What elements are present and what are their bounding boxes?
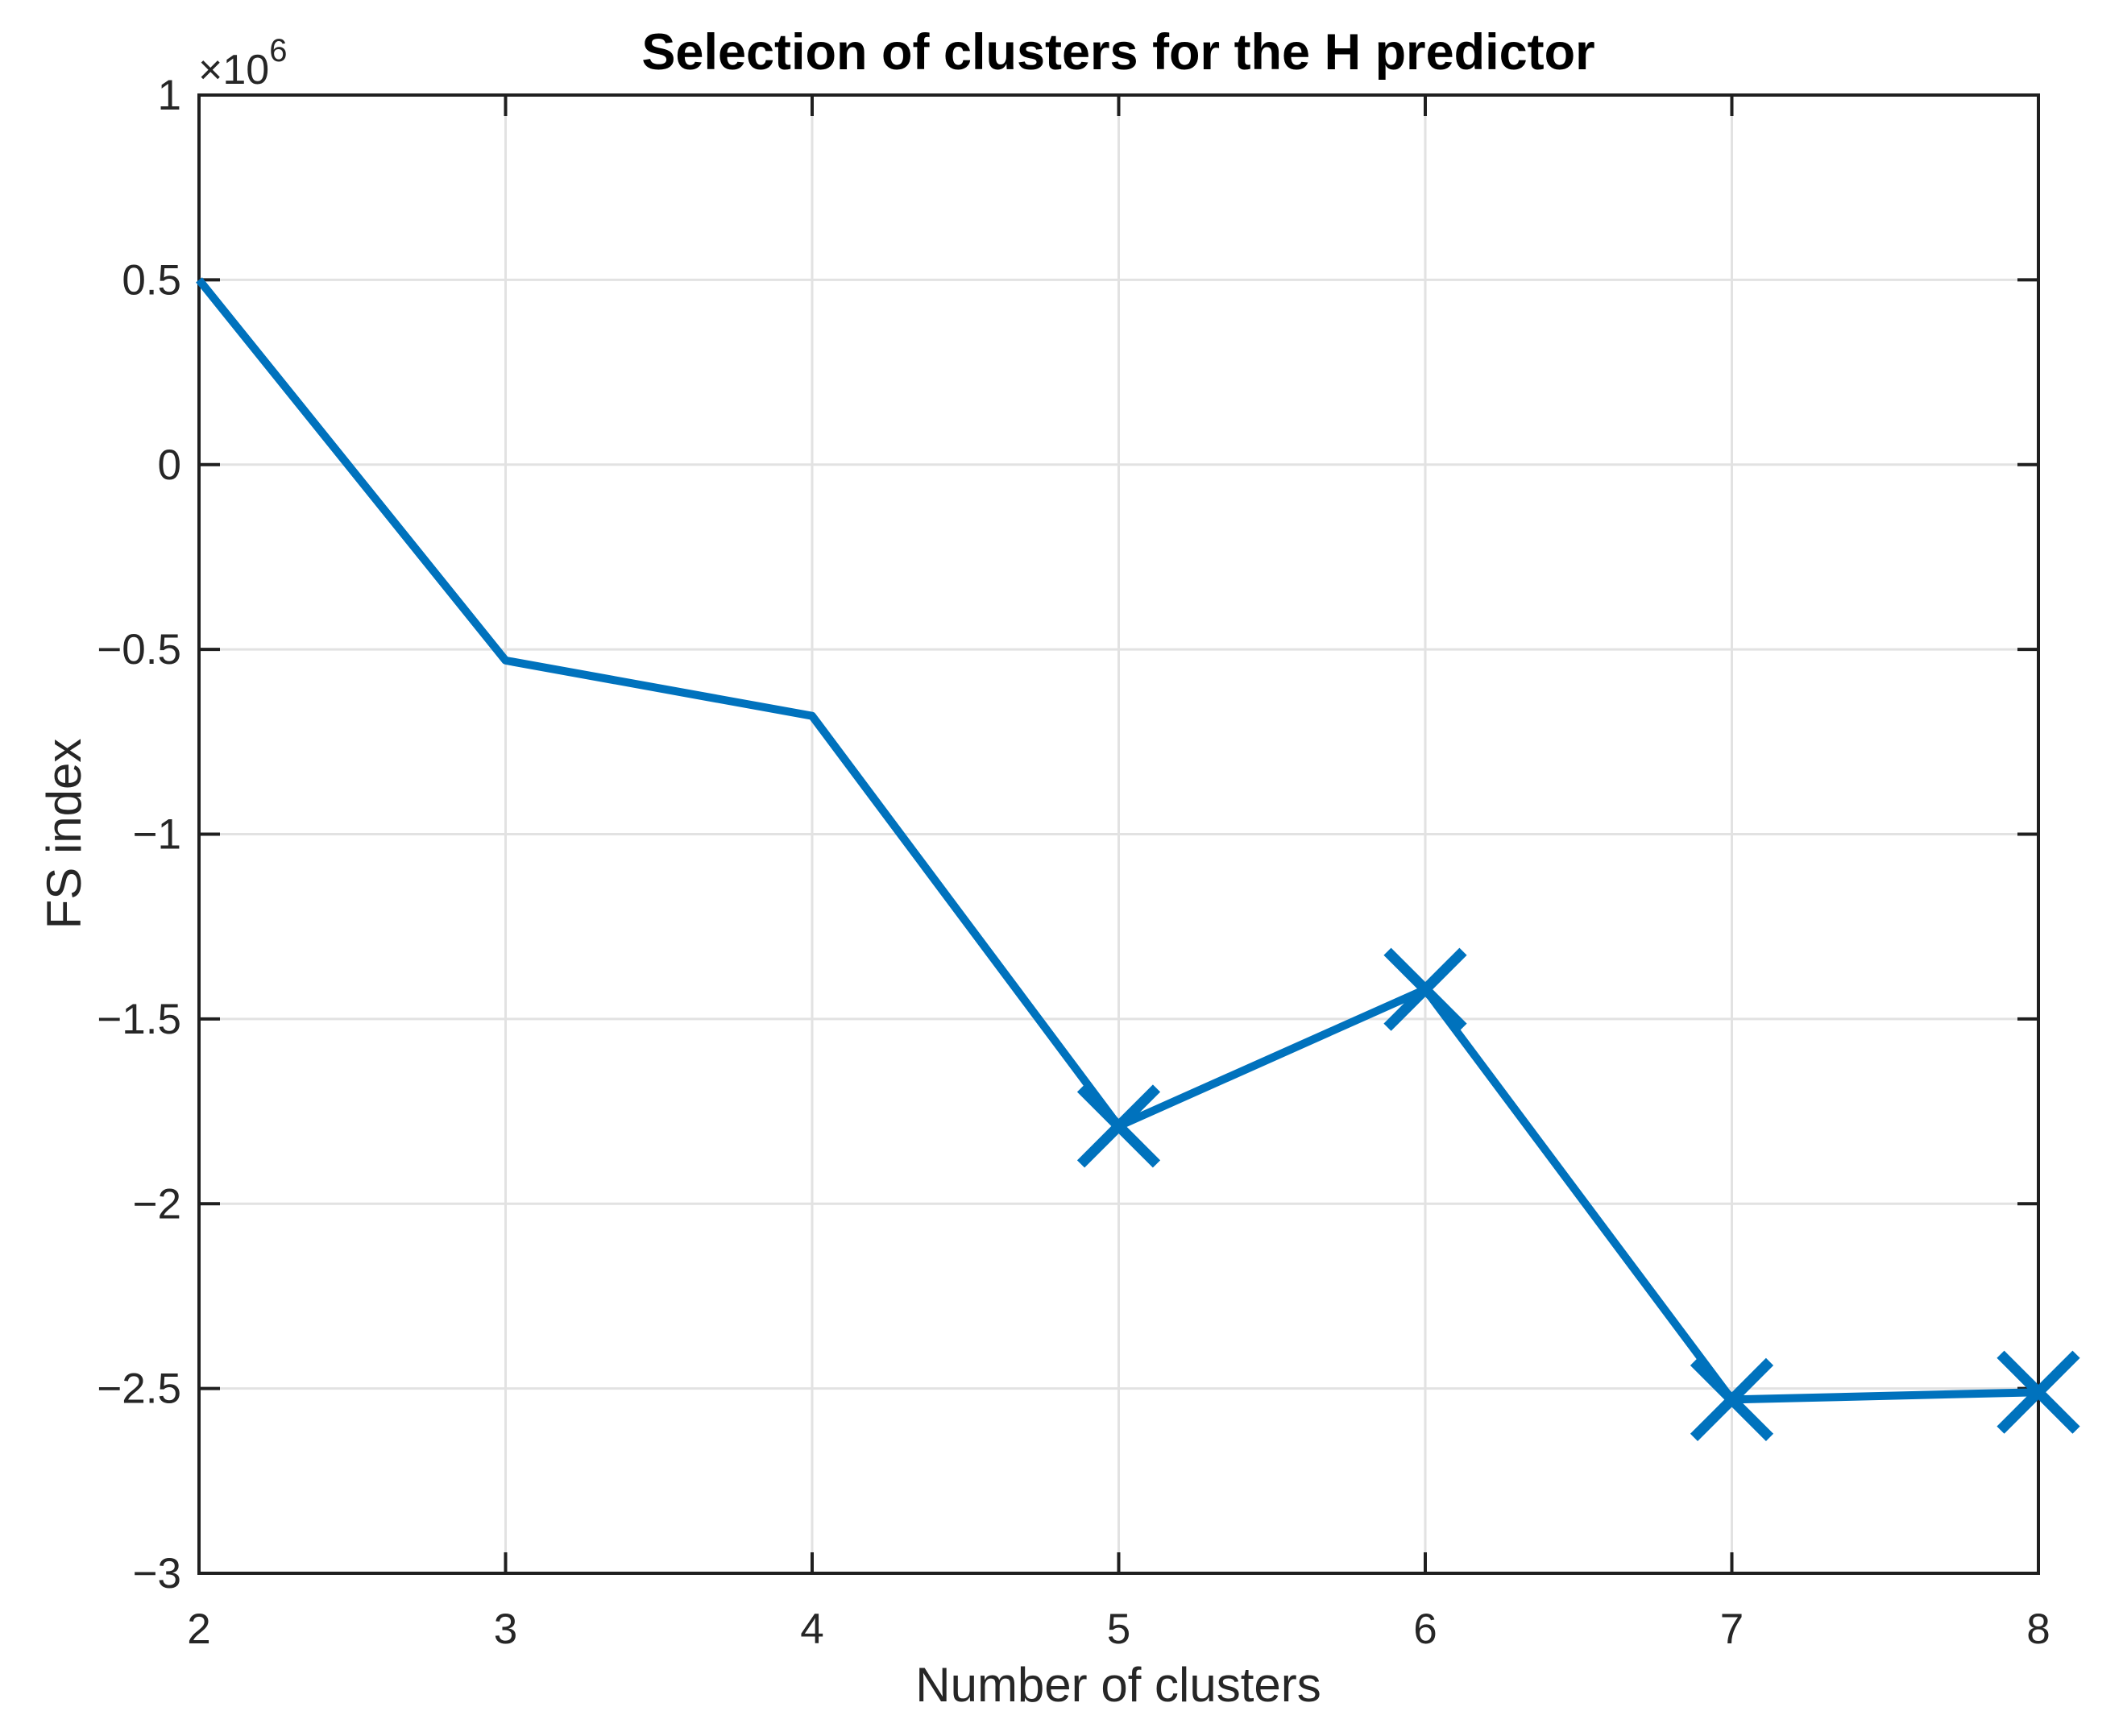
y-tick-label: −1.5 <box>97 996 181 1043</box>
tick-label-layer: 2 3 4 5 6 7 8 1 0.5 0 −0.5 −1 −1.5 −2 −2.5 −3 <box>97 72 2050 1653</box>
x-marker-stroke <box>1383 947 1467 1031</box>
x-tick-label: 8 <box>2026 1605 2050 1653</box>
y-tick-label: −0.5 <box>97 626 181 673</box>
y-axis-label: FS index <box>37 739 91 930</box>
x-tick-label: 7 <box>1720 1605 1744 1653</box>
x-tick-label: 4 <box>800 1605 823 1653</box>
x-marker-stroke <box>1690 1357 1774 1441</box>
y-tick-label: −1 <box>133 811 181 859</box>
x-tick-label: 3 <box>494 1605 517 1653</box>
y-axis-multiplier-exponent: 6 <box>269 33 287 68</box>
x-axis-label: Number of clusters <box>915 1658 1321 1712</box>
data-series-layer <box>196 277 2080 1441</box>
x-marker-stroke <box>1076 1084 1161 1168</box>
x-tick-label: 5 <box>1107 1605 1130 1653</box>
y-tick-label: −2.5 <box>97 1365 181 1413</box>
y-tick-label: −3 <box>133 1550 181 1597</box>
y-tick-label: −2 <box>133 1180 181 1228</box>
chart-title: Selection of clusters for the H predicto… <box>641 24 1594 81</box>
y-tick-label: 0.5 <box>122 256 181 304</box>
x-tick-label: 2 <box>187 1605 210 1653</box>
x-tick-label: 6 <box>1413 1605 1437 1653</box>
x-marker-stroke <box>1997 1350 2080 1434</box>
y-axis-multiplier: ×106 <box>198 33 287 93</box>
y-axis-multiplier-base: ×10 <box>198 47 269 93</box>
grid-layer <box>197 93 2040 1575</box>
y-tick-label: 1 <box>158 72 181 119</box>
y-tick-label: 0 <box>158 441 181 489</box>
